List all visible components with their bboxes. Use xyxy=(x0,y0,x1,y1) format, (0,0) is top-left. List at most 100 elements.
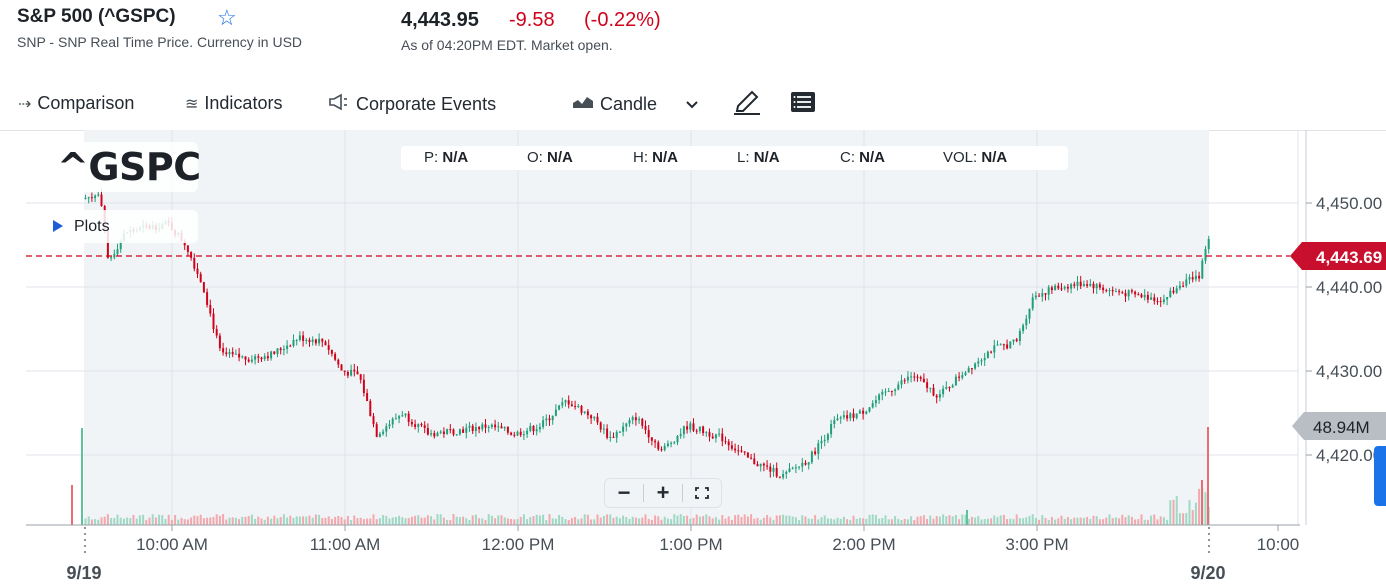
volume-bar xyxy=(871,514,874,525)
volume-bar xyxy=(945,516,948,525)
candle-body xyxy=(644,425,647,430)
volume-bar xyxy=(426,515,429,525)
indicators-button[interactable]: ≊ Indicators xyxy=(185,93,282,114)
candle-body xyxy=(327,345,330,350)
candle-body xyxy=(263,356,266,360)
volume-bar xyxy=(967,518,970,525)
candle-body xyxy=(753,458,756,465)
candle-body xyxy=(266,356,269,359)
volume-bar xyxy=(778,515,781,525)
volume-bar xyxy=(660,519,663,525)
volume-bar xyxy=(186,519,189,525)
candle-body xyxy=(532,425,535,432)
zoom-in-button[interactable]: + xyxy=(656,480,670,505)
volume-bar xyxy=(615,516,618,525)
candle-body xyxy=(1098,284,1101,288)
candle-body xyxy=(948,386,951,388)
candle-body xyxy=(356,371,359,375)
candle-body xyxy=(570,404,573,407)
candle-body xyxy=(519,431,522,436)
expand-triangle-icon[interactable] xyxy=(53,220,63,232)
volume-bar xyxy=(586,514,589,525)
candle-body xyxy=(561,402,564,406)
candle-body xyxy=(1207,239,1210,250)
quote-title: S&P 500 (^GSPC) xyxy=(17,6,176,27)
candle-body xyxy=(359,374,362,380)
table-view-button[interactable] xyxy=(790,91,816,118)
candle-body xyxy=(1057,285,1060,289)
candle-body xyxy=(1022,325,1025,331)
candle-body xyxy=(446,429,449,435)
candle-body xyxy=(436,432,439,437)
candle-body xyxy=(292,340,295,346)
candle-body xyxy=(609,436,612,438)
volume-bar xyxy=(567,519,570,525)
candle-body xyxy=(1108,289,1111,291)
ohlc-c: C: N/A xyxy=(840,149,886,166)
candle-body xyxy=(1028,308,1031,319)
volume-bar xyxy=(1006,518,1009,525)
volume-bar xyxy=(353,515,356,525)
corporate-events-button[interactable]: Corporate Events xyxy=(328,93,496,116)
side-panel-tab[interactable] xyxy=(1374,446,1386,506)
volume-bar xyxy=(423,517,426,525)
volume-bar xyxy=(94,519,97,525)
megaphone-icon xyxy=(328,93,350,116)
candle-body xyxy=(510,432,513,435)
volume-bar xyxy=(1172,499,1175,525)
candle-body xyxy=(334,353,337,360)
candle-body xyxy=(583,411,586,413)
volume-bar xyxy=(676,515,679,525)
volume-bar xyxy=(686,515,689,525)
candle-body xyxy=(231,352,234,355)
volume-bar xyxy=(807,518,810,525)
volume-bar xyxy=(270,518,273,525)
volume-bar xyxy=(196,516,199,525)
candle-body xyxy=(250,359,253,362)
volume-bar xyxy=(305,516,308,525)
star-icon[interactable]: ☆ xyxy=(217,5,237,30)
volume-bar xyxy=(247,516,250,525)
candle-body xyxy=(113,254,116,258)
volume-bar xyxy=(132,514,135,525)
volume-bar xyxy=(826,518,829,525)
volume-bar xyxy=(958,519,961,525)
volume-bar xyxy=(372,514,375,525)
plots-label[interactable]: Plots xyxy=(74,218,110,235)
volume-bar xyxy=(964,514,967,525)
volume-bar xyxy=(772,519,775,525)
price-chart[interactable]: 4,450.00 4,440.00 4,430.00 4,420.00 10:00 AM… xyxy=(0,130,1386,584)
volume-bar xyxy=(810,518,813,525)
volume-bar xyxy=(484,519,487,525)
volume-bar xyxy=(340,517,343,525)
candle-body xyxy=(1204,249,1207,261)
zoom-out-button[interactable]: − xyxy=(617,480,631,505)
volume-bar xyxy=(554,518,557,525)
volume-bar xyxy=(804,516,807,525)
fullscreen-button[interactable] xyxy=(683,479,721,507)
draw-tool-button[interactable] xyxy=(732,88,762,121)
volume-bar xyxy=(1159,516,1162,525)
volume-bar xyxy=(420,517,423,525)
candle-body xyxy=(302,335,305,341)
volume-bar xyxy=(314,514,317,525)
candle-body xyxy=(478,427,481,430)
candle-body xyxy=(276,348,279,354)
volume-bar xyxy=(874,515,877,525)
volume-bar xyxy=(282,514,285,525)
volume-bar xyxy=(977,516,980,525)
candle-body xyxy=(388,424,391,427)
volume-bar xyxy=(1028,515,1031,525)
candle-body xyxy=(1121,292,1124,294)
ohlc-o: O: N/A xyxy=(527,149,573,166)
candle-body xyxy=(471,425,474,432)
volume-bar xyxy=(625,516,628,525)
candle-body xyxy=(724,441,727,443)
volume-bar xyxy=(759,519,762,525)
candle-body xyxy=(458,429,461,435)
comparison-button[interactable]: ⇢ Comparison xyxy=(18,93,134,114)
volume-bar xyxy=(129,518,132,525)
candle-body xyxy=(206,292,209,305)
candle-body xyxy=(318,338,321,344)
chart-type-dropdown[interactable]: Candle xyxy=(572,94,699,115)
